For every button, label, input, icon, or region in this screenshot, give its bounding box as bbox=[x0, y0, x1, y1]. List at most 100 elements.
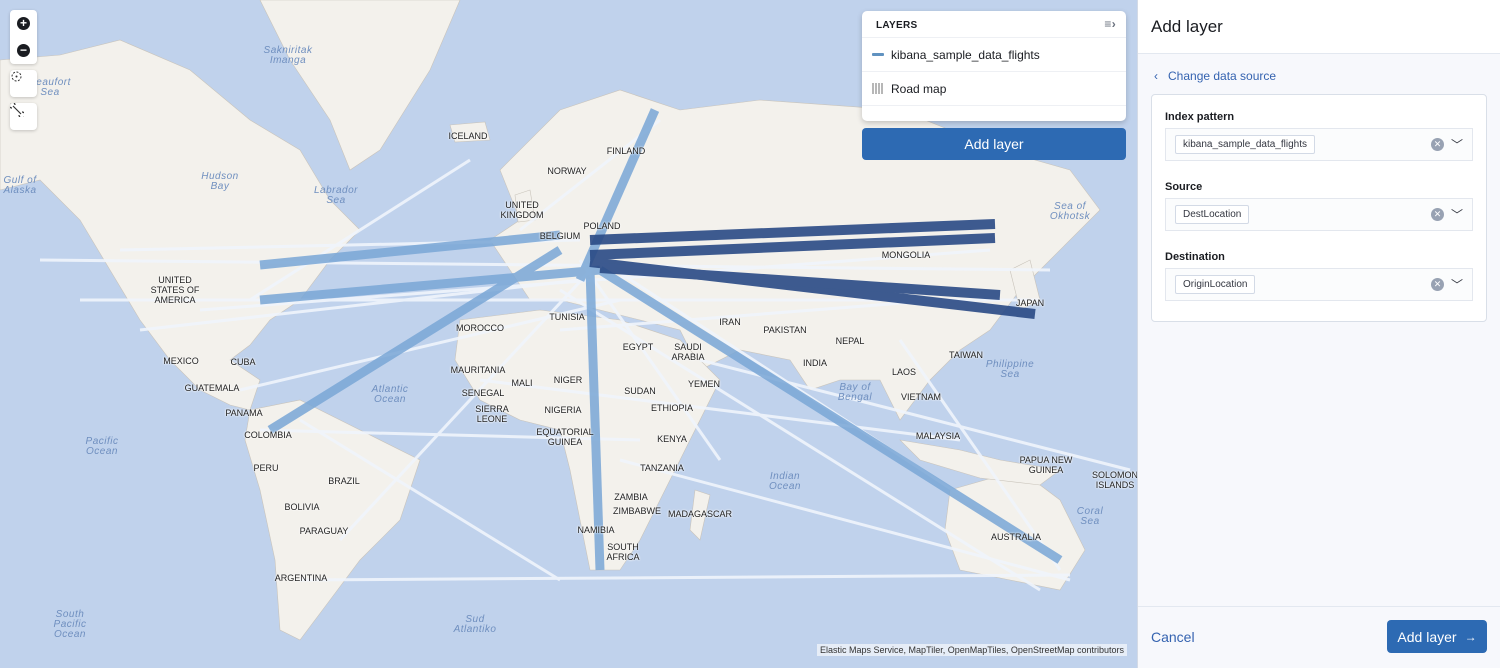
clear-icon[interactable]: ✕ bbox=[1431, 278, 1444, 291]
add-layer-map-button[interactable]: Add layer bbox=[862, 128, 1126, 160]
country-label: NEPAL bbox=[835, 336, 865, 346]
country-label: SAUDI ARABIA bbox=[671, 342, 705, 362]
country-label: NIGER bbox=[553, 375, 583, 385]
source-select[interactable]: DestLocation ✕ ﹀ bbox=[1165, 198, 1473, 231]
country-label: FINLAND bbox=[606, 146, 646, 156]
country-label: MEXICO bbox=[163, 356, 199, 366]
country-label: NAMIBIA bbox=[577, 525, 615, 535]
selected-value: DestLocation bbox=[1175, 205, 1250, 224]
country-label: MAURITANIA bbox=[450, 365, 506, 375]
country-label: EQUATORIAL GUINEA bbox=[536, 427, 594, 447]
layer-name: Road map bbox=[891, 81, 947, 96]
map-canvas[interactable]: ICELAND FINLAND NORWAY UNITED KINGDOM POLAND… bbox=[0, 0, 1137, 668]
ocean-label: Indian Ocean bbox=[769, 471, 801, 492]
country-label: PARAGUAY bbox=[299, 526, 349, 536]
flight-lines-dark bbox=[589, 219, 1036, 319]
clear-icon[interactable]: ✕ bbox=[1431, 208, 1444, 221]
index-pattern-label: Index pattern bbox=[1165, 111, 1235, 123]
country-label: POLAND bbox=[583, 221, 621, 231]
chevron-down-icon[interactable]: ﹀ bbox=[1450, 138, 1463, 152]
country-label: INDIA bbox=[802, 358, 828, 368]
layer-name: kibana_sample_data_flights bbox=[891, 47, 1040, 62]
zoom-controls: + − bbox=[10, 10, 37, 64]
country-label: COLOMBIA bbox=[244, 430, 292, 440]
line-icon bbox=[872, 53, 884, 56]
chevron-down-icon[interactable]: ﹀ bbox=[1450, 208, 1463, 222]
zoom-out-button[interactable]: − bbox=[10, 37, 37, 64]
cancel-button[interactable]: Cancel bbox=[1151, 629, 1195, 645]
country-label: PANAMA bbox=[225, 408, 263, 418]
add-layer-submit-button[interactable]: Add layer → bbox=[1387, 620, 1487, 653]
ocean-label: Sakniritak Imanga bbox=[263, 45, 313, 66]
ocean-label: Gulf of Alaska bbox=[3, 175, 37, 196]
country-label: CUBA bbox=[230, 357, 256, 367]
index-pattern-select[interactable]: kibana_sample_data_flights ✕ ﹀ bbox=[1165, 128, 1473, 161]
country-label: ZAMBIA bbox=[614, 492, 648, 502]
ocean-label: South Pacific Ocean bbox=[53, 609, 87, 640]
map-basemap bbox=[0, 0, 1131, 641]
ocean-label: Bay of Bengal bbox=[837, 382, 873, 403]
country-label: AUSTRALIA bbox=[990, 532, 1042, 542]
country-label: LAOS bbox=[891, 367, 917, 377]
land-greenland bbox=[259, 0, 461, 171]
chevron-left-icon: ‹ bbox=[1154, 69, 1158, 83]
map-attribution[interactable]: Elastic Maps Service, MapTiler, OpenMapT… bbox=[817, 644, 1127, 656]
destination-select[interactable]: OriginLocation ✕ ﹀ bbox=[1165, 268, 1473, 301]
change-data-source-link[interactable]: ‹ Change data source bbox=[1154, 69, 1276, 83]
ocean-label: Philippine Sea bbox=[985, 359, 1035, 380]
country-label: KENYA bbox=[657, 434, 687, 444]
source-settings-card: Index pattern kibana_sample_data_flights… bbox=[1151, 94, 1487, 322]
change-data-source-label: Change data source bbox=[1168, 69, 1277, 83]
tools-button[interactable] bbox=[10, 103, 37, 130]
country-label: TAIWAN bbox=[949, 350, 983, 360]
country-label: MALAYSIA bbox=[915, 431, 961, 441]
country-label: MADAGASCAR bbox=[667, 509, 733, 519]
selected-value: kibana_sample_data_flights bbox=[1175, 135, 1315, 154]
flight-lines-light bbox=[39, 118, 1131, 592]
ocean-label: Atlantic Ocean bbox=[371, 384, 409, 405]
chevron-down-icon[interactable]: ﹀ bbox=[1450, 278, 1463, 292]
country-label: PAKISTAN bbox=[763, 325, 807, 335]
layer-item-road-map[interactable]: Road map bbox=[862, 72, 1126, 106]
country-label: NIGERIA bbox=[544, 405, 582, 415]
land-madagascar bbox=[689, 489, 711, 541]
add-layer-panel: Add layer ‹ Change data source Index patt… bbox=[1137, 0, 1500, 668]
country-label: ARGENTINA bbox=[274, 573, 328, 583]
country-label: MALI bbox=[511, 378, 533, 388]
selected-value: OriginLocation bbox=[1175, 275, 1256, 294]
layer-control: LAYERS ≡› kibana_sample_data_flights Roa… bbox=[862, 11, 1126, 121]
zoom-in-button[interactable]: + bbox=[10, 10, 37, 37]
country-label: GUATEMALA bbox=[184, 383, 240, 393]
country-label: SENEGAL bbox=[461, 388, 505, 398]
layer-item-flights[interactable]: kibana_sample_data_flights bbox=[862, 38, 1126, 72]
country-label: ETHIOPIA bbox=[650, 403, 694, 413]
tile-grid-icon bbox=[872, 83, 883, 94]
ocean-label: Hudson Bay bbox=[201, 171, 239, 192]
country-label: NORWAY bbox=[547, 166, 587, 176]
country-label: BOLIVIA bbox=[284, 502, 320, 512]
collapse-layers-icon[interactable]: ≡› bbox=[1104, 17, 1116, 31]
country-label: UNITED STATES OF AMERICA bbox=[150, 275, 200, 305]
panel-title: Add layer bbox=[1138, 0, 1500, 54]
layers-title: LAYERS bbox=[876, 20, 918, 31]
country-label: JAPAN bbox=[1015, 298, 1045, 308]
set-view-button[interactable] bbox=[10, 70, 37, 97]
crosshair-icon bbox=[10, 70, 37, 97]
panel-footer: Cancel Add layer → bbox=[1138, 606, 1500, 668]
ocean-label: Labrador Sea bbox=[313, 185, 359, 206]
source-label: Source bbox=[1165, 181, 1203, 193]
country-label: IRAN bbox=[719, 317, 741, 327]
country-label: MOROCCO bbox=[456, 323, 504, 333]
country-label: YEMEN bbox=[687, 379, 721, 389]
country-label: PAPUA NEW GUINEA bbox=[1019, 455, 1073, 475]
land-iceland bbox=[449, 121, 491, 143]
country-label: TUNISIA bbox=[549, 312, 585, 322]
country-label: BELGIUM bbox=[539, 231, 581, 241]
clear-icon[interactable]: ✕ bbox=[1431, 138, 1444, 151]
country-label: SIERRA LEONE bbox=[475, 404, 509, 424]
arrow-right-icon: → bbox=[1464, 629, 1477, 644]
destination-label: Destination bbox=[1165, 251, 1225, 263]
country-label: ICELAND bbox=[448, 131, 488, 141]
country-label: VIETNAM bbox=[900, 392, 942, 402]
country-label: BRAZIL bbox=[328, 476, 360, 486]
